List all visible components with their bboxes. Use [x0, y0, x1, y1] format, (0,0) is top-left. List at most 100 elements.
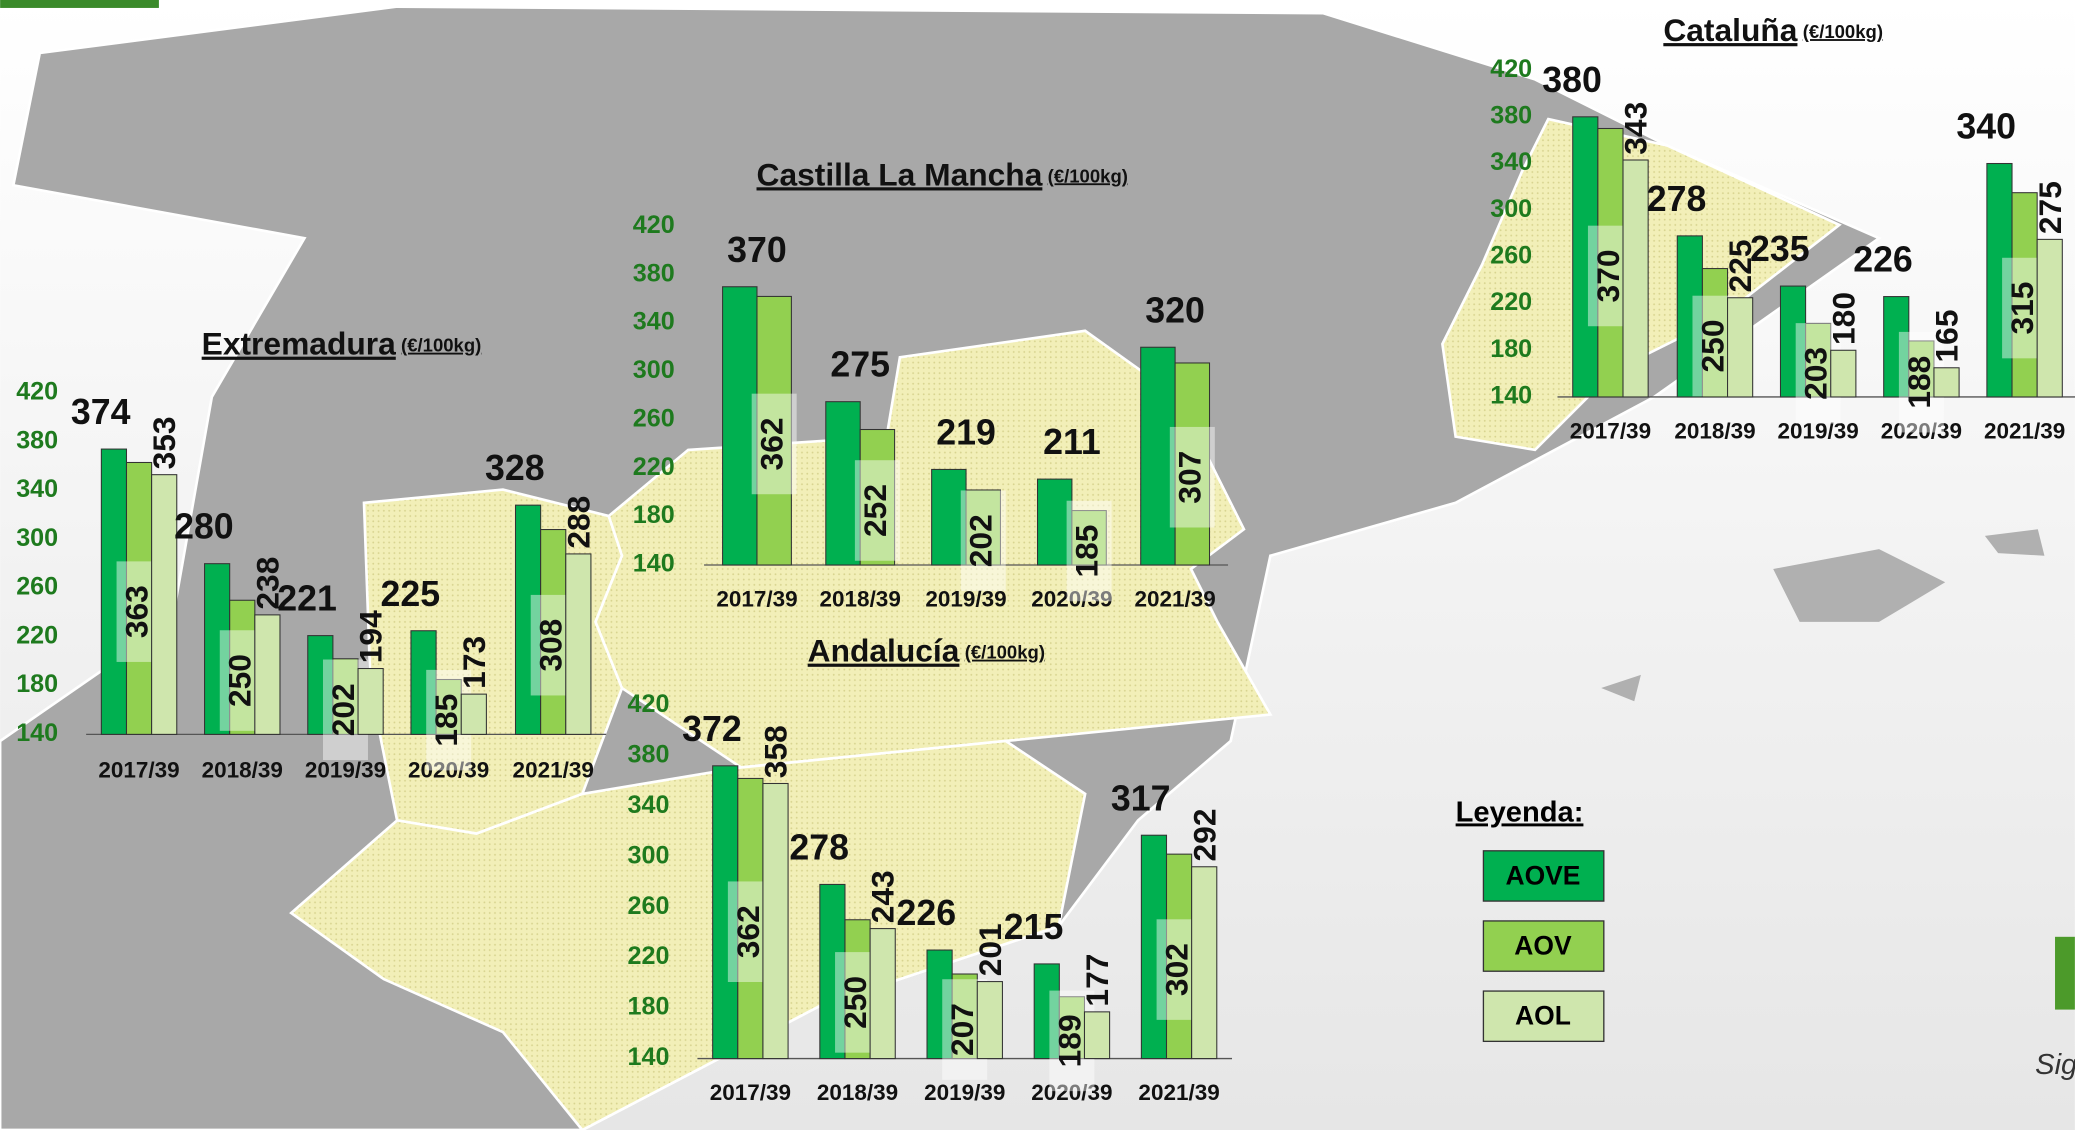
x-tick-label: 2017/39 — [1570, 419, 1651, 444]
x-tick-label: 2018/39 — [820, 587, 901, 612]
x-tick-label: 2017/39 — [716, 587, 797, 612]
legend-swatch — [1482, 990, 1605, 1043]
value-label: 202 — [325, 683, 361, 736]
y-tick-label: 380 — [633, 259, 675, 287]
bar — [540, 529, 567, 735]
footer-text: Sig — [2035, 1049, 2075, 1081]
value-label: 225 — [381, 574, 441, 614]
bar — [1805, 322, 1832, 398]
value-label: 250 — [222, 654, 258, 707]
bar — [1058, 996, 1086, 1060]
legend-label: AOV — [1514, 930, 1572, 960]
bar — [976, 981, 1003, 1060]
value-label: 252 — [857, 484, 893, 537]
y-tick-label: 300 — [1490, 195, 1532, 223]
y-tick-label: 420 — [16, 378, 58, 406]
bar — [762, 782, 789, 1060]
y-tick-label: 220 — [16, 621, 58, 649]
value-label: 180 — [1825, 292, 1861, 345]
y-tick-label: 300 — [16, 524, 58, 552]
value-label: 203 — [1798, 347, 1834, 400]
y-tick-label: 180 — [1490, 335, 1532, 363]
x-tick-label: 2019/39 — [925, 587, 1006, 612]
bar — [1727, 297, 1754, 398]
title-text: Castilla La Mancha — [757, 157, 1043, 193]
value-label: 243 — [865, 870, 901, 923]
value-label: 278 — [1647, 179, 1707, 219]
chart-title: Castilla La Mancha (€/100kg) — [757, 157, 1128, 193]
bar — [737, 777, 764, 1060]
bar — [1701, 268, 1729, 398]
y-tick-label: 260 — [628, 892, 670, 920]
bar — [357, 668, 384, 735]
bar — [1036, 478, 1073, 566]
bar — [1083, 1011, 1111, 1060]
y-tick-label: 180 — [633, 501, 675, 529]
x-tick-label: 2019/39 — [924, 1080, 1005, 1105]
y-tick-label: 260 — [1490, 242, 1532, 270]
value-label: 207 — [944, 1003, 980, 1056]
value-label: 362 — [730, 905, 766, 958]
map-islands — [1601, 529, 2045, 702]
x-tick-label: 2021/39 — [1134, 587, 1215, 612]
value-label: 221 — [277, 579, 337, 619]
y-tick-label: 380 — [1490, 101, 1532, 129]
bar — [1597, 127, 1624, 398]
value-label: 328 — [485, 448, 545, 488]
bar — [1572, 116, 1599, 398]
bar — [756, 295, 792, 566]
value-label: 165 — [1929, 309, 1965, 362]
bar — [825, 401, 861, 566]
y-tick-label: 260 — [16, 573, 58, 601]
x-tick-label: 2021/39 — [1984, 419, 2065, 444]
value-label: 374 — [71, 392, 131, 432]
title-text: Andalucía — [808, 633, 960, 669]
x-tick-label: 2017/39 — [98, 757, 179, 782]
bar — [125, 461, 153, 735]
y-tick-label: 180 — [16, 670, 58, 698]
y-tick-label: 140 — [1490, 382, 1532, 410]
bar — [254, 614, 281, 735]
value-label: 226 — [897, 893, 957, 933]
x-tick-label: 2018/39 — [817, 1080, 898, 1105]
bar — [1071, 510, 1107, 566]
bar — [1986, 162, 2013, 398]
bar — [204, 563, 231, 735]
y-tick-label: 140 — [628, 1043, 670, 1071]
value-label: 215 — [1004, 907, 1064, 947]
value-label: 320 — [1145, 290, 1205, 330]
chart-title: Extremadura (€/100kg) — [202, 326, 482, 362]
value-label: 185 — [428, 694, 464, 747]
value-label: 363 — [118, 585, 154, 638]
legend-label: AOVE — [1505, 860, 1580, 890]
subtitle-text: (€/100kg) — [1803, 21, 1883, 42]
bar — [1908, 340, 1935, 398]
value-label: 372 — [682, 709, 742, 749]
map-andalucia — [289, 739, 1087, 1132]
x-tick-label: 2020/39 — [1881, 419, 1962, 444]
bar — [460, 693, 487, 735]
value-label: 202 — [963, 514, 999, 567]
value-label: 370 — [727, 230, 787, 270]
bar — [1676, 235, 1703, 398]
value-label: 275 — [2032, 181, 2068, 234]
value-label-box — [751, 393, 797, 495]
value-label: 177 — [1079, 954, 1115, 1007]
value-label-box — [960, 490, 1006, 592]
bar — [435, 678, 462, 735]
chart-title: Andalucía (€/100kg) — [808, 633, 1045, 669]
bar — [859, 428, 896, 566]
bar — [1174, 362, 1211, 566]
y-tick-label: 380 — [628, 740, 670, 768]
y-tick-label: 340 — [1490, 148, 1532, 176]
title-text: Extremadura — [202, 326, 396, 362]
value-label: 340 — [1956, 107, 2016, 147]
y-tick-label: 180 — [628, 993, 670, 1021]
x-tick-label: 2021/39 — [1138, 1080, 1219, 1105]
subtitle-text: (€/100kg) — [401, 335, 481, 356]
y-tick-label: 420 — [633, 211, 675, 239]
y-tick-label: 260 — [633, 404, 675, 432]
value-label: 225 — [1722, 239, 1758, 292]
value-label: 380 — [1542, 60, 1602, 100]
title-text: Cataluña — [1663, 12, 1797, 48]
